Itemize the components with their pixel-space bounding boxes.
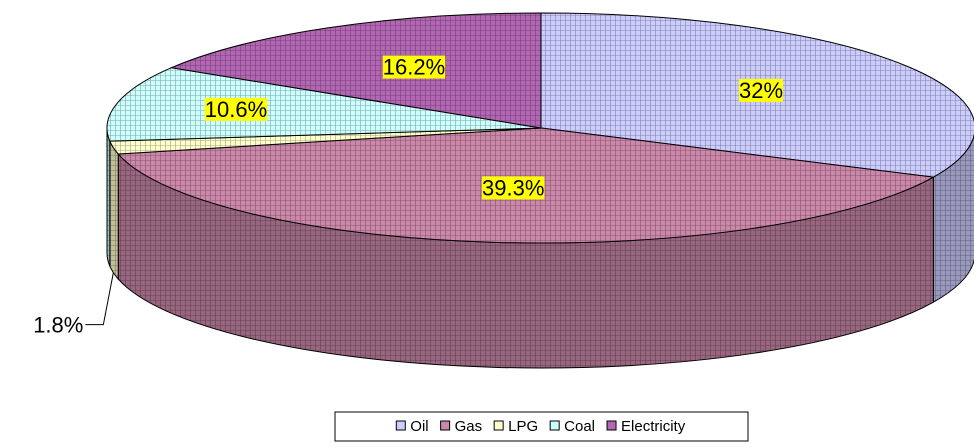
legend-label: Coal bbox=[564, 418, 595, 435]
label-bg bbox=[738, 78, 784, 102]
legend-label: Electricity bbox=[621, 418, 686, 435]
legend: Oil Gas LPG Coal Electricity bbox=[395, 418, 686, 435]
data-label: 1.8% bbox=[33, 312, 83, 337]
legend-label: LPG bbox=[508, 418, 538, 435]
legend-swatch bbox=[395, 420, 406, 431]
legend-swatch bbox=[549, 420, 560, 431]
labels: 32% 39.3% 1.8% 10.6% 16.2% bbox=[33, 55, 784, 337]
leader-line bbox=[85, 272, 114, 326]
slice bbox=[106, 67, 542, 142]
legend-label: Oil bbox=[410, 418, 428, 435]
data-label: 16.2% bbox=[383, 55, 445, 80]
label-bg bbox=[382, 55, 446, 79]
legend-swatch bbox=[493, 420, 504, 431]
data-label: 32% bbox=[739, 78, 783, 103]
legend-swatch bbox=[440, 420, 451, 431]
label-bg bbox=[482, 176, 545, 200]
slice-side bbox=[109, 140, 119, 281]
data-label: 39.3% bbox=[482, 175, 544, 200]
label-bg bbox=[204, 97, 268, 121]
data-label: 10.6% bbox=[205, 97, 267, 122]
slice-side bbox=[106, 127, 111, 267]
legend-label: Gas bbox=[455, 418, 483, 435]
slice bbox=[169, 12, 542, 129]
legend-swatch bbox=[606, 420, 617, 431]
